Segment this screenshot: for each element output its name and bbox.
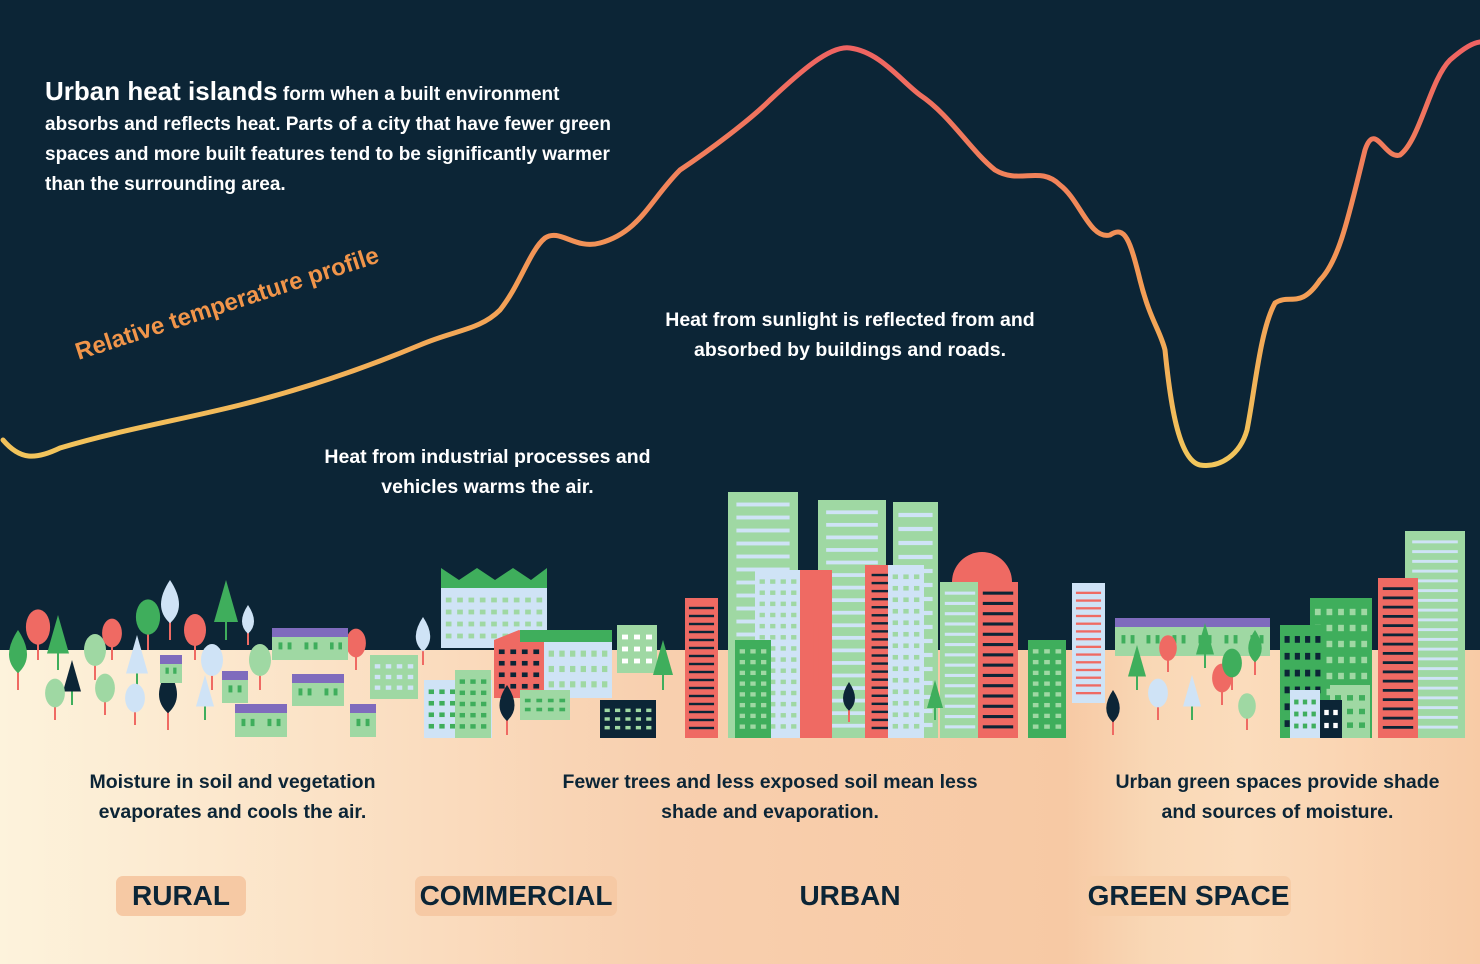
tree (135, 599, 161, 635)
house (324, 636, 348, 660)
house (160, 663, 182, 683)
building (685, 598, 718, 738)
tree (499, 685, 515, 721)
industrial-note: Heat from industrial processes and vehic… (324, 446, 651, 498)
dome (952, 552, 1012, 582)
building (940, 582, 980, 738)
sunlight-note: Heat from sunlight is reflected from and… (665, 309, 1035, 361)
tree (125, 683, 145, 713)
green-space-buildings (1115, 531, 1465, 738)
tree (843, 682, 855, 711)
zone-label-urban: URBAN (799, 880, 901, 911)
house (292, 682, 318, 706)
tree (184, 614, 206, 646)
tree (1106, 690, 1120, 723)
intro-paragraph: Urban heat islands form when a built env… (45, 76, 625, 200)
temperature-curve (0, 39, 1480, 468)
house (298, 636, 324, 660)
building (544, 640, 612, 698)
house (261, 712, 287, 737)
house (350, 712, 376, 737)
building (494, 640, 544, 698)
zone-label-green-space: GREEN SPACE (1086, 876, 1291, 916)
green-space-caption: Urban green spaces provide shade and sou… (1115, 771, 1440, 823)
building (978, 582, 1018, 738)
green-space-trees (1106, 623, 1262, 735)
tree (214, 580, 238, 622)
building (1378, 578, 1418, 738)
tree (1128, 645, 1146, 677)
intro-lead: Urban heat islands (45, 76, 278, 106)
urban-buildings (685, 492, 1105, 738)
commercial-buildings (370, 568, 673, 738)
factory-roof (441, 568, 547, 588)
zone-label-commercial: COMMERCIAL (415, 876, 617, 916)
house (272, 636, 298, 660)
tree (63, 660, 81, 692)
tree (1196, 623, 1214, 655)
tree (25, 609, 51, 645)
rural-houses (160, 628, 376, 737)
building (888, 565, 924, 738)
tree (1222, 648, 1242, 678)
urban-caption: Fewer trees and less exposed soil mean l… (562, 771, 978, 823)
tree (242, 605, 254, 634)
tree (1248, 630, 1262, 663)
tree (249, 644, 271, 676)
intro-body: form when a built environment absorbs an… (45, 84, 611, 195)
tree (95, 673, 115, 703)
tree (9, 630, 27, 674)
tree (1238, 693, 1256, 719)
rural-caption: Moisture in soil and vegetation evaporat… (89, 771, 376, 823)
tree (1183, 675, 1201, 707)
tree (201, 644, 223, 676)
house (318, 682, 344, 706)
zone-label-rural: RURAL (116, 876, 246, 916)
tree (1148, 678, 1168, 708)
tree (927, 680, 943, 708)
tree (47, 615, 69, 654)
tree (102, 618, 122, 648)
tree (126, 635, 148, 674)
tree (1159, 635, 1177, 661)
tree (45, 678, 65, 708)
tree (415, 617, 431, 652)
building (1072, 583, 1105, 703)
tree (84, 634, 106, 666)
tree (196, 675, 214, 707)
building (520, 690, 570, 720)
tree (346, 628, 366, 658)
house (235, 712, 261, 737)
building (1028, 640, 1066, 738)
house (222, 679, 248, 703)
building (1320, 700, 1342, 738)
tree (161, 580, 179, 624)
building (735, 640, 771, 738)
tree (653, 640, 673, 675)
